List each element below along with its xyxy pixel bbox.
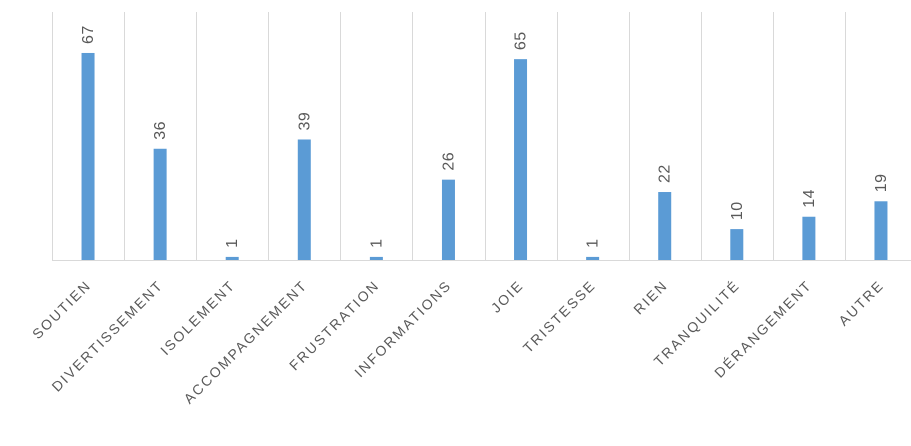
tick-label-3: ACCOMPAGNEMENT	[180, 277, 310, 407]
bar-5	[441, 179, 455, 260]
bar-11	[874, 201, 888, 260]
bar-2	[225, 256, 239, 260]
tick-label-2: ISOLEMENT	[157, 277, 238, 358]
bar-8	[658, 192, 672, 260]
data-label-5: 26	[440, 152, 457, 171]
data-label-9: 10	[729, 201, 746, 220]
data-label-1: 36	[152, 121, 169, 140]
grid-lines	[52, 12, 846, 260]
tick-label-7: TRISTESSE	[520, 277, 599, 356]
data-label-11: 19	[873, 173, 890, 192]
data-label-3: 39	[296, 112, 313, 131]
bar-4	[369, 256, 383, 260]
data-label-10: 14	[801, 189, 818, 208]
bar-1	[153, 148, 167, 260]
tick-label-8: RIEN	[630, 277, 671, 318]
tick-label-11: AUTRE	[835, 277, 887, 329]
bar-6	[514, 59, 528, 261]
bar-7	[586, 256, 600, 260]
bar-3	[297, 139, 311, 260]
data-labels: 67 36 1 39 1 26 65 1 22 10 14 19	[80, 25, 890, 248]
data-label-7: 1	[585, 239, 602, 248]
tick-label-0: SOUTIEN	[29, 277, 94, 342]
bars	[81, 52, 888, 261]
bar-10	[802, 216, 816, 260]
bar-0	[81, 52, 95, 260]
x-tick-labels: SOUTIENDIVERTISSEMENTISOLEMENTACCOMPAGNE…	[29, 277, 887, 407]
data-label-8: 22	[657, 164, 674, 183]
bar-9	[730, 229, 744, 260]
data-label-6: 65	[513, 31, 530, 50]
tick-label-6: JOIE	[488, 277, 527, 316]
data-label-4: 1	[368, 239, 385, 248]
data-label-0: 67	[80, 25, 97, 44]
data-label-2: 1	[224, 239, 241, 248]
